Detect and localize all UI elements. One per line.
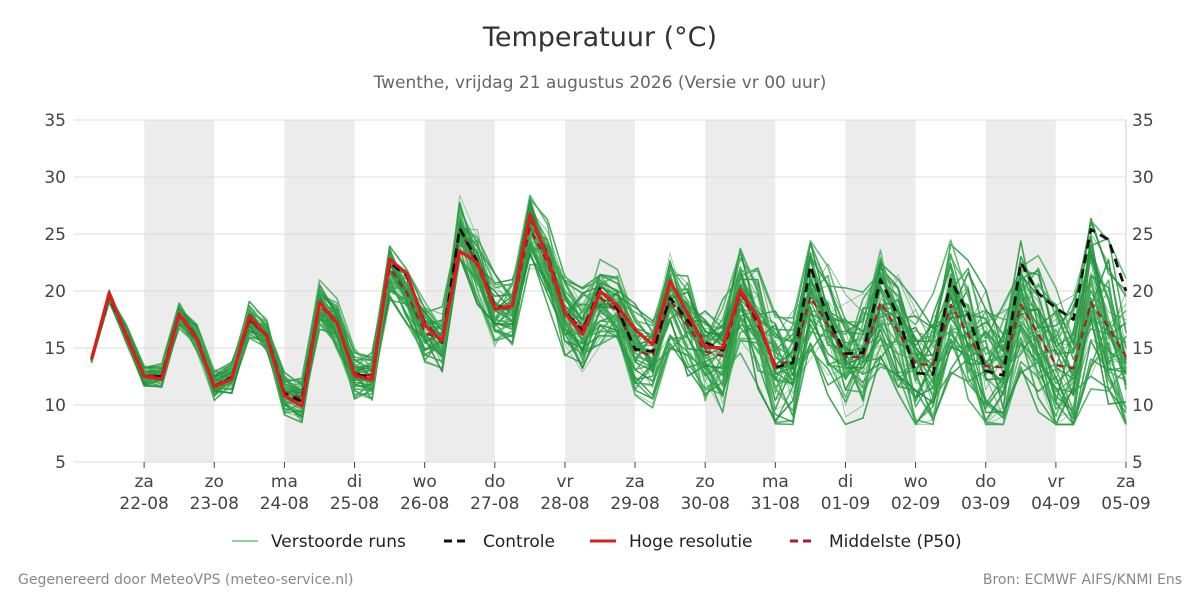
y-tick-label-left: 5 bbox=[55, 453, 66, 473]
legend-label: Verstoorde runs bbox=[271, 532, 406, 552]
x-tick-day-label: di bbox=[838, 472, 854, 492]
x-tick-date-label: 23-08 bbox=[190, 494, 239, 514]
ensemble-member-line bbox=[91, 241, 1127, 425]
ensemble-member-line bbox=[90, 222, 1127, 401]
footer-source: Bron: ECMWF AIFS/KNMI Ens bbox=[982, 572, 1182, 588]
y-tick-label-right: 5 bbox=[1132, 453, 1143, 473]
ensemble-member-line bbox=[90, 207, 1127, 392]
x-tick-day-label: wo bbox=[413, 472, 437, 492]
y-tick-label-left: 25 bbox=[44, 225, 66, 245]
x-tick-date-label: 04-09 bbox=[1031, 494, 1080, 514]
x-tick-day-label: do bbox=[484, 472, 505, 492]
x-tick-date-label: 26-08 bbox=[400, 494, 449, 514]
x-tick-date-label: 30-08 bbox=[680, 494, 729, 514]
x-tick-date-label: 29-08 bbox=[610, 494, 659, 514]
x-tick-day-label: za bbox=[1116, 472, 1135, 492]
x-tick-date-label: 28-08 bbox=[540, 494, 589, 514]
ensemble-member-line bbox=[91, 208, 1127, 391]
x-tick-day-label: di bbox=[347, 472, 363, 492]
x-tick-date-label: 22-08 bbox=[119, 494, 168, 514]
chart-subtitle: Twenthe, vrijdag 21 augustus 2026 (Versi… bbox=[373, 73, 827, 93]
x-tick-day-label: wo bbox=[903, 472, 927, 492]
series-lines bbox=[89, 213, 1128, 408]
y-tick-label-right: 15 bbox=[1132, 339, 1154, 359]
x-tick-day-label: ma bbox=[762, 472, 789, 492]
y-tick-label-right: 20 bbox=[1132, 282, 1154, 302]
legend-label: Controle bbox=[483, 532, 555, 552]
series-line-hoge-resolutie bbox=[89, 213, 777, 408]
y-tick-label-left: 15 bbox=[44, 339, 66, 359]
y-tick-label-left: 30 bbox=[44, 168, 66, 188]
x-tick-date-label: 05-09 bbox=[1101, 494, 1150, 514]
footer-generator: Gegenereerd door MeteoVPS (meteo-service… bbox=[18, 572, 354, 588]
x-tick-date-label: 25-08 bbox=[330, 494, 379, 514]
ensemble-member-line bbox=[91, 233, 1127, 425]
x-tick-date-label: 31-08 bbox=[751, 494, 800, 514]
x-tick-day-label: za bbox=[625, 472, 644, 492]
x-tick-day-label: zo bbox=[696, 472, 715, 492]
y-tick-label-left: 20 bbox=[44, 282, 66, 302]
y-tick-label-right: 25 bbox=[1132, 225, 1154, 245]
x-tick-date-label: 03-09 bbox=[961, 494, 1010, 514]
y-tick-label-right: 35 bbox=[1132, 111, 1154, 131]
ensemble-member-line bbox=[91, 194, 1127, 392]
x-tick-day-label: ma bbox=[271, 472, 298, 492]
x-tick-day-label: za bbox=[134, 472, 153, 492]
y-tick-label-left: 10 bbox=[44, 396, 66, 416]
x-tick-date-label: 27-08 bbox=[470, 494, 519, 514]
x-tick-day-label: vr bbox=[1047, 472, 1064, 492]
ensemble-member-line bbox=[90, 252, 1127, 426]
x-tick-date-label: 24-08 bbox=[260, 494, 309, 514]
x-tick-date-label: 01-09 bbox=[821, 494, 870, 514]
y-tick-label-left: 35 bbox=[44, 111, 66, 131]
ensemble-member-line bbox=[91, 201, 1127, 388]
x-tick-day-label: vr bbox=[556, 472, 573, 492]
y-tick-label-right: 10 bbox=[1132, 396, 1154, 416]
legend: Verstoorde runs Controle Hoge resolutie Mid… bbox=[232, 532, 962, 552]
x-tick-day-label: zo bbox=[205, 472, 224, 492]
y-tick-label-right: 30 bbox=[1132, 168, 1154, 188]
legend-label: Middelste (P50) bbox=[829, 532, 962, 552]
x-tick-day-label: do bbox=[975, 472, 996, 492]
legend-label: Hoge resolutie bbox=[629, 532, 753, 552]
x-tick-date-label: 02-09 bbox=[891, 494, 940, 514]
chart-title: Temperatuur (°C) bbox=[482, 22, 718, 53]
ensemble-member-line bbox=[91, 238, 1127, 414]
